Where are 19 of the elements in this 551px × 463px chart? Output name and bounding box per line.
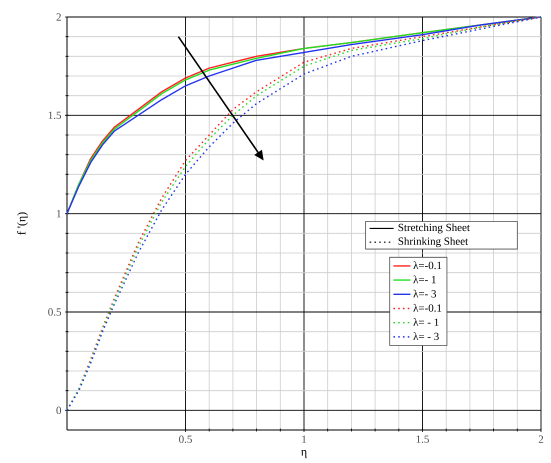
y-tick-label: 1 bbox=[56, 210, 61, 218]
x-tick-label: 2 bbox=[538, 436, 544, 443]
annotation: Stretching Sheet bbox=[398, 223, 470, 234]
legend-label: λ= - 3 bbox=[413, 332, 439, 340]
x-axis-title: η bbox=[301, 450, 306, 458]
y-axis-title: f '(η) bbox=[16, 212, 28, 235]
x-tick-label: 0.5 bbox=[179, 436, 192, 443]
annotation: Shrinking Sheet bbox=[398, 237, 468, 248]
y-tick-label: 2 bbox=[56, 13, 61, 21]
legend-label: λ=- 1 bbox=[413, 276, 436, 284]
legend-label: λ= - 1 bbox=[413, 318, 439, 326]
x-tick-label: 1.5 bbox=[416, 436, 429, 443]
x-tick-label: 1 bbox=[302, 436, 306, 443]
legend-label: λ=-0.1 bbox=[413, 304, 442, 312]
legend-label: λ=-0.1 bbox=[413, 261, 442, 270]
legend-label: λ=- 3 bbox=[413, 290, 436, 298]
y-tick-label: 0.5 bbox=[48, 308, 62, 316]
y-tick-label: 0 bbox=[56, 406, 62, 414]
y-tick-label: 1.5 bbox=[48, 112, 62, 120]
